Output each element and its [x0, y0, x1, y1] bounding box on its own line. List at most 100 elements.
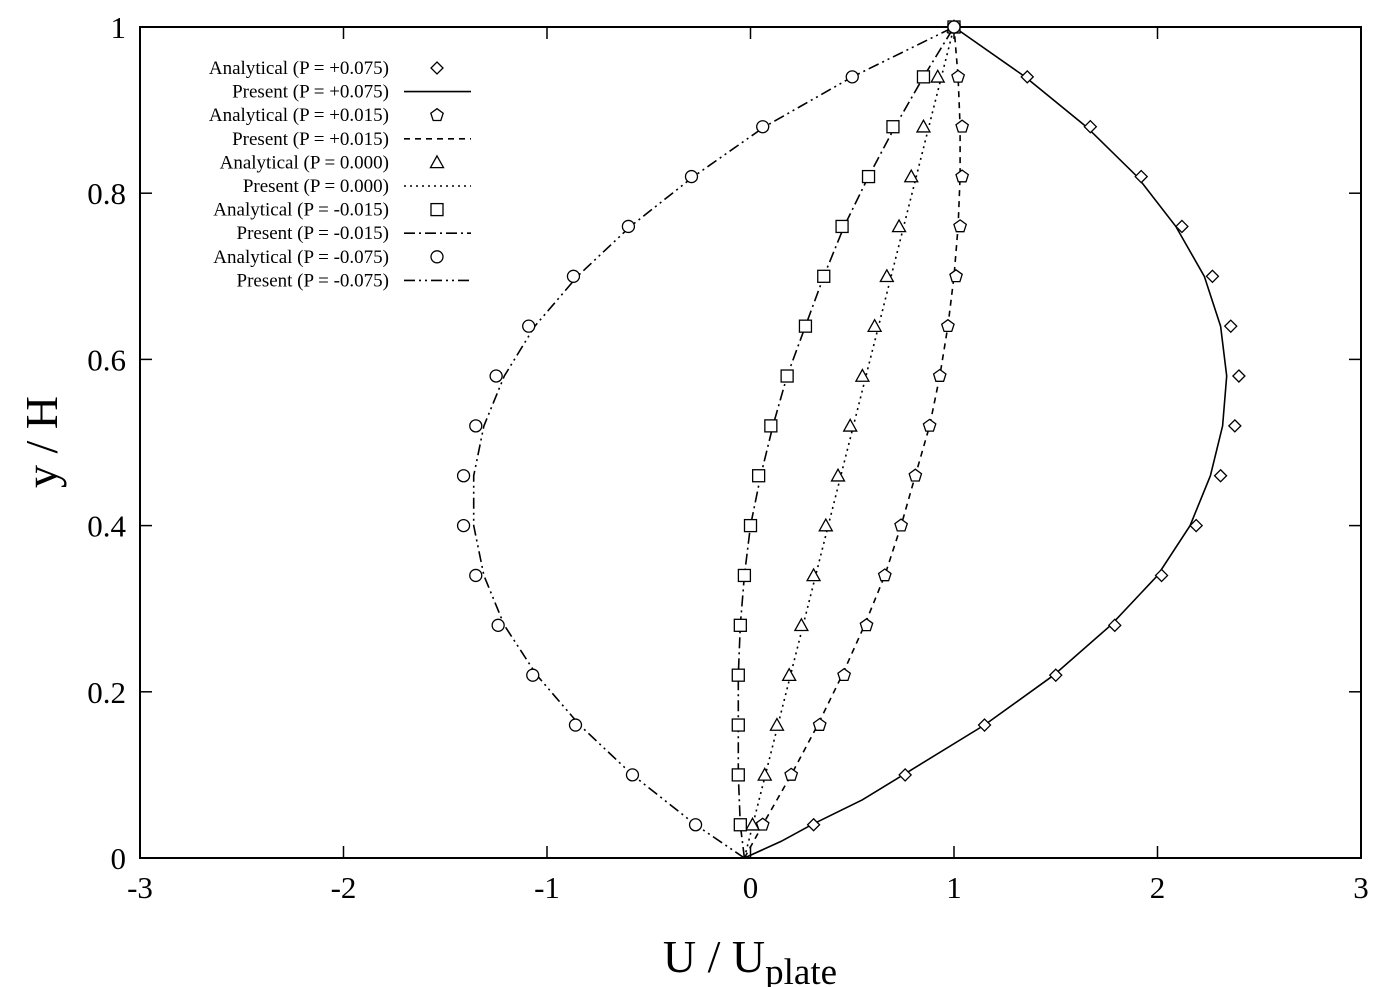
x-tick-label: 1	[946, 870, 962, 905]
data-point-circle	[688, 818, 703, 832]
series-line	[472, 26, 955, 859]
data-point-diamond	[1134, 169, 1149, 184]
data-point-circle	[621, 219, 636, 234]
data-point-circle	[947, 20, 961, 34]
data-point-pentagon	[837, 667, 852, 682]
data-point-circle	[756, 120, 770, 134]
data-point-square	[733, 618, 747, 632]
series-markers	[456, 19, 1246, 832]
data-point-circle	[456, 518, 471, 533]
data-point-triangle	[903, 168, 919, 183]
data-point-square	[835, 219, 849, 234]
data-point-pentagon	[940, 318, 955, 333]
data-point-circle	[469, 568, 483, 583]
data-point-pentagon	[951, 69, 966, 83]
data-point-triangle	[757, 767, 773, 781]
data-point-pentagon	[894, 518, 909, 532]
data-point-diamond	[1213, 468, 1228, 483]
legend-label: Present (P = +0.015)	[232, 129, 389, 150]
legend-label: Analytical (P = -0.075)	[213, 247, 389, 268]
legend-label: Present (P = -0.075)	[237, 270, 390, 291]
data-point-pentagon	[784, 767, 799, 781]
legend-entry: Present (P = +0.075)	[232, 82, 471, 103]
data-point-triangle	[818, 517, 834, 532]
data-point-square	[731, 668, 745, 682]
data-point-triangle	[842, 418, 858, 432]
legend-marker-pentagon	[430, 107, 444, 122]
series-line	[743, 26, 961, 859]
data-point-triangle	[830, 467, 846, 482]
data-point-square	[780, 369, 794, 383]
x-tick-label: -2	[331, 870, 357, 905]
series-line	[743, 26, 955, 859]
data-point-triangle	[915, 118, 932, 133]
legend-label: Present (P = 0.000)	[243, 176, 389, 197]
data-point-square	[731, 718, 745, 732]
data-point-diamond	[806, 817, 821, 832]
x-tick-labels: -3 -2 -1 0 1 2 3	[127, 870, 1369, 905]
data-point-circle	[625, 768, 640, 782]
data-point-circle	[522, 319, 536, 333]
legend-entry: Present (P = -0.015)	[237, 223, 471, 244]
data-point-diamond	[1223, 319, 1238, 334]
data-point-pentagon	[859, 617, 874, 632]
data-point-diamond	[1107, 618, 1122, 633]
data-point-diamond	[1154, 568, 1169, 583]
data-point-pentagon	[877, 568, 892, 582]
data-point-pentagon	[953, 219, 968, 233]
x-tick-label: 3	[1353, 870, 1369, 905]
data-point-diamond	[1083, 119, 1098, 134]
legend-label: Present (P = +0.075)	[232, 82, 389, 103]
data-point-circle	[566, 269, 581, 283]
series-line	[737, 26, 955, 859]
data-point-diamond	[1048, 668, 1063, 683]
legend-marker-triangle	[429, 154, 445, 169]
data-point-circle	[684, 169, 699, 184]
legend-entry: Analytical (P = -0.075)	[213, 247, 444, 268]
series-lines	[472, 26, 1228, 859]
data-point-pentagon	[955, 119, 970, 133]
legend-label: Present (P = -0.015)	[237, 223, 390, 244]
y-tick-label: 1	[111, 10, 127, 45]
x-tick-label: -3	[127, 870, 153, 905]
data-point-square	[743, 518, 758, 533]
x-tick-label: 2	[1150, 870, 1166, 905]
y-tick-label: 0	[111, 841, 127, 876]
legend-label: Analytical (P = 0.000)	[220, 152, 389, 173]
data-point-triangle	[930, 69, 946, 83]
data-point-circle	[845, 70, 859, 84]
data-point-circle	[568, 718, 583, 732]
data-point-pentagon	[755, 817, 770, 831]
data-point-square	[916, 70, 931, 84]
data-point-square	[764, 419, 778, 433]
x-axis-title: U / Uplate	[663, 931, 837, 987]
data-point-circle	[526, 668, 540, 682]
data-point-square	[733, 818, 747, 832]
legend-label: Analytical (P = -0.015)	[213, 200, 389, 221]
data-point-diamond	[1189, 518, 1204, 533]
data-point-pentagon	[908, 468, 923, 482]
data-point-square	[886, 120, 900, 134]
x-tick-label: 0	[743, 870, 759, 905]
data-point-pentagon	[932, 368, 947, 382]
data-point-pentagon	[949, 268, 963, 283]
data-point-diamond	[1231, 369, 1246, 383]
data-point-triangle	[805, 567, 822, 582]
x-axis-title-subscript: plate	[765, 952, 837, 987]
legend-marker-circle	[430, 250, 444, 264]
legend-entry: Analytical (P = 0.000)	[220, 152, 445, 173]
data-point-triangle	[793, 617, 809, 632]
data-point-pentagon	[812, 717, 827, 731]
data-point-circle	[489, 369, 503, 383]
x-tick-label: -1	[534, 870, 560, 905]
data-point-triangle	[781, 667, 797, 682]
data-point-square	[798, 319, 813, 333]
data-point-diamond	[1227, 418, 1242, 433]
data-point-square	[817, 269, 831, 283]
data-point-triangle	[891, 218, 907, 233]
legend-marker-square	[430, 202, 444, 217]
y-axis-title: y / H	[16, 396, 67, 488]
data-point-triangle	[867, 318, 883, 333]
legend-entry: Present (P = -0.075)	[237, 270, 471, 291]
data-point-square	[737, 568, 752, 583]
